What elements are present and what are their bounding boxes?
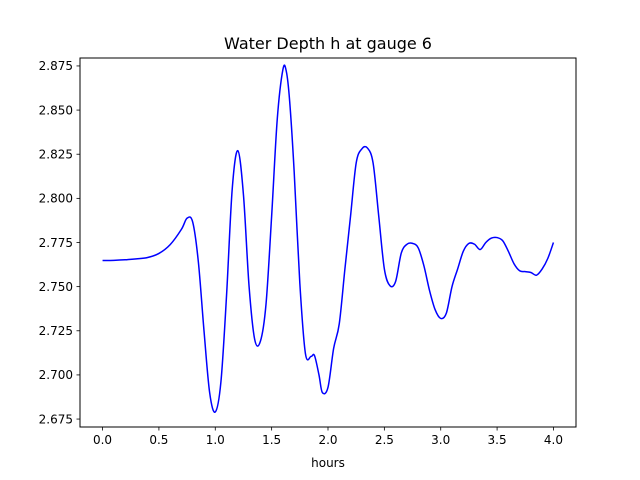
- y-axis: 2.675 2.700 2.725 2.750 2.775 2.800 2.825 2.850…: [39, 59, 80, 426]
- x-tick-label: 1.0: [206, 433, 225, 447]
- x-tick-label: 4.0: [544, 433, 563, 447]
- series-line-0: [102, 64, 555, 413]
- x-axis-label: hours: [311, 456, 345, 470]
- x-tick-label: 2.0: [318, 433, 337, 447]
- x-tick-label: 0.0: [93, 433, 112, 447]
- x-tick-label: 0.5: [149, 433, 168, 447]
- y-tick-label: 2.750: [39, 280, 73, 294]
- y-tick-label: 2.675: [39, 412, 73, 426]
- y-tick-label: 2.825: [39, 148, 73, 162]
- y-tick-label: 2.775: [39, 236, 73, 250]
- y-tick-label: 2.875: [39, 59, 73, 73]
- axes-frame: [79, 57, 577, 428]
- y-tick-label: 2.725: [39, 324, 73, 338]
- x-tick-label: 3.5: [488, 433, 507, 447]
- x-tick-label: 3.0: [431, 433, 450, 447]
- y-tick-label: 2.850: [39, 103, 73, 117]
- chart-title: Water Depth h at gauge 6: [224, 34, 432, 53]
- y-tick-label: 2.800: [39, 192, 73, 206]
- x-tick-label: 1.5: [262, 433, 281, 447]
- x-tick-label: 2.5: [375, 433, 394, 447]
- plot-area: [102, 64, 555, 413]
- x-axis: 0.0 0.5 1.0 1.5 2.0 2.5 3.0 3.5 4.0: [93, 427, 563, 447]
- y-tick-label: 2.700: [39, 368, 73, 382]
